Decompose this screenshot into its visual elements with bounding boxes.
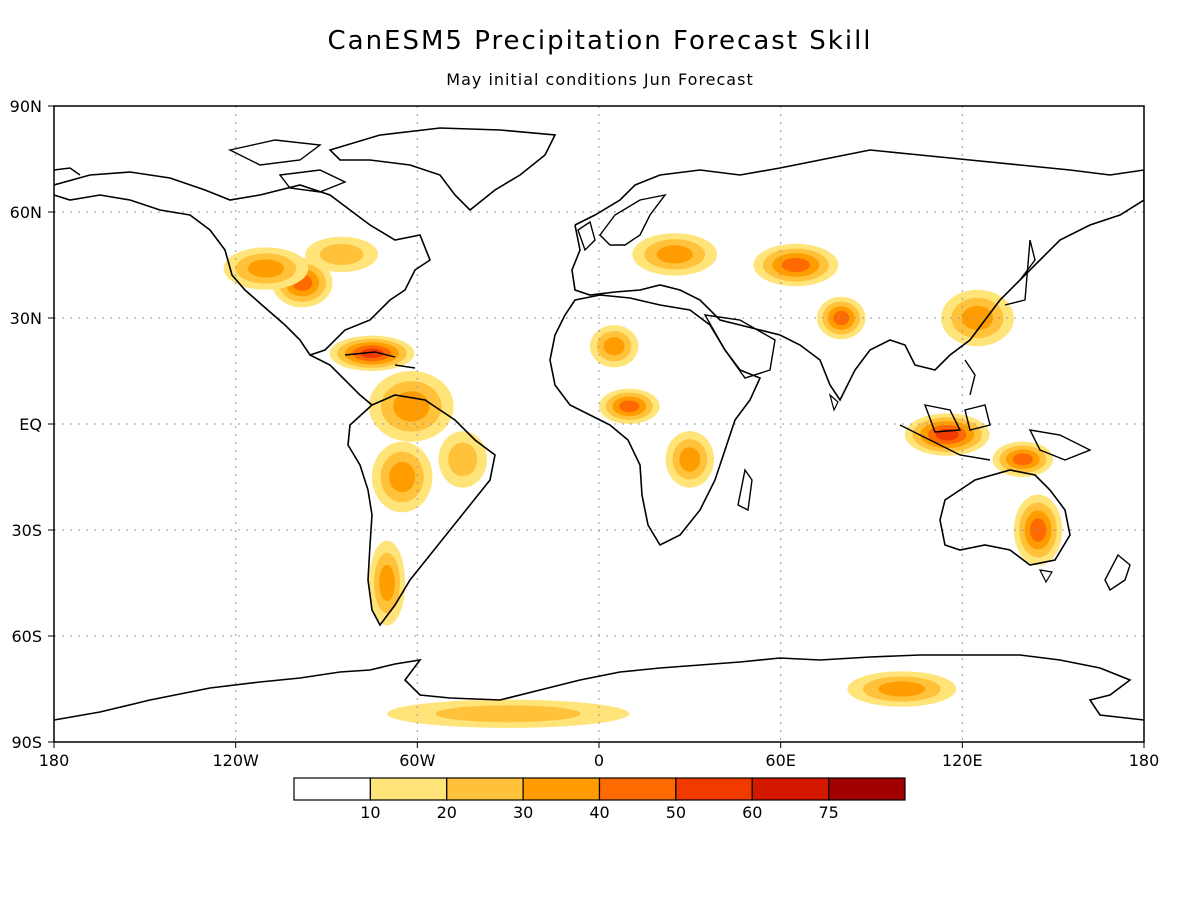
skill-region	[247, 259, 285, 278]
lat-tick-label: 60N	[10, 203, 42, 222]
skill-region	[319, 243, 364, 265]
skill-region	[603, 337, 625, 356]
lat-tick-label: 30S	[11, 521, 42, 540]
lat-tick-label: 90S	[11, 733, 42, 752]
lon-tick-label: 0	[594, 751, 604, 770]
coastlines	[54, 127, 1144, 721]
lat-tick-label: 30N	[10, 309, 42, 328]
colorbar-swatch	[598, 777, 677, 801]
lon-tick-label: 120E	[942, 751, 983, 770]
colorbar-label: 40	[589, 803, 609, 822]
skill-region	[656, 245, 693, 264]
lat-tick-label: 60S	[11, 627, 42, 646]
colorbar-label: 20	[437, 803, 457, 822]
colorbar-label: 50	[666, 803, 686, 822]
map-title: CanESM5 Precipitation Forecast Skill	[327, 26, 873, 56]
colorbar-label: 60	[742, 803, 762, 822]
lon-tick-label: 120W	[212, 751, 259, 770]
skill-region	[448, 442, 478, 477]
colorbar-swatch	[446, 777, 524, 801]
skill-shading	[223, 233, 1063, 728]
colorbar-label: 30	[513, 803, 533, 822]
skill-region	[878, 681, 926, 697]
skill-region	[679, 447, 701, 472]
skill-region	[360, 348, 384, 359]
skill-region	[961, 305, 994, 331]
colorbar-label: 75	[818, 803, 838, 822]
skill-region	[619, 400, 640, 413]
map-subtitle: May initial conditions Jun Forecast	[446, 70, 754, 89]
skill-region	[379, 564, 395, 602]
colorbar-swatch	[369, 777, 448, 801]
colorbar-swatch	[751, 777, 830, 801]
skill-region	[1012, 453, 1033, 466]
colorbar-swatch	[522, 777, 601, 801]
skill-region	[781, 257, 810, 273]
colorbar-swatch	[675, 777, 753, 801]
lat-tick-label: EQ	[19, 415, 42, 434]
colorbar-label: 10	[360, 803, 380, 822]
skill-region	[389, 461, 416, 493]
skill-region	[833, 310, 850, 326]
lat-tick-label: 90N	[10, 97, 42, 116]
skill-region	[435, 705, 581, 723]
lon-tick-label: 180	[39, 751, 70, 770]
lon-tick-label: 60W	[399, 751, 435, 770]
colorbar-swatch	[293, 777, 371, 801]
colorbar: 10 20 30 40 50 60 75	[293, 777, 906, 822]
colorbar-swatch	[828, 777, 906, 801]
lon-tick-label: 180	[1129, 751, 1160, 770]
lon-tick-label: 60E	[765, 751, 795, 770]
